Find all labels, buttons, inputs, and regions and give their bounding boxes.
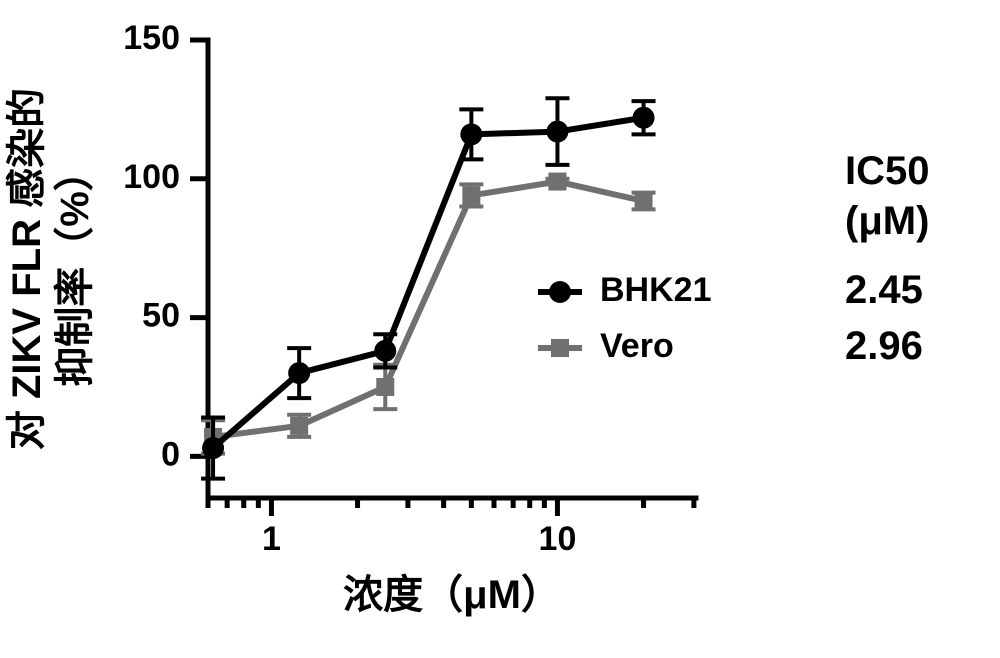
dose-response-chart: 0 50 100 150 1 10 BHK21 Vero IC50 (μM) 2.45 2.96 对 Z… xyxy=(0,0,1000,658)
svg-text:0: 0 xyxy=(161,435,180,473)
svg-text:50: 50 xyxy=(142,297,180,335)
ic50-value-0: 2.45 xyxy=(845,268,923,312)
svg-text:1: 1 xyxy=(262,520,281,558)
ic50-header-line1: IC50 xyxy=(845,149,930,193)
legend-label-bhk21: BHK21 xyxy=(600,271,711,309)
legend-label-vero: Vero xyxy=(600,327,674,365)
y-axis-title-line1: 对 ZIKV FLR 感染的 xyxy=(5,88,49,450)
svg-text:150: 150 xyxy=(123,19,180,57)
x-axis-title: 浓度（μM） xyxy=(343,573,561,617)
svg-text:100: 100 xyxy=(123,158,180,196)
chart-container: 0 50 100 150 1 10 BHK21 Vero IC50 (μM) 2.45 2.96 对 Z… xyxy=(0,0,1000,658)
ic50-header-line2: (μM) xyxy=(845,199,929,243)
y-axis-title-line2: 抑制率（%） xyxy=(53,151,97,387)
ic50-value-1: 2.96 xyxy=(845,324,923,368)
svg-text:10: 10 xyxy=(539,520,577,558)
